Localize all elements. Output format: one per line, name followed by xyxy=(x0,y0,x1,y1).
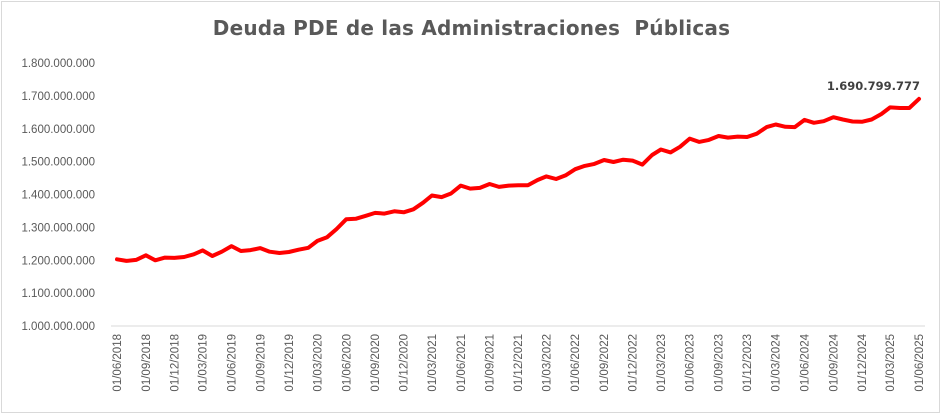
x-tick-label: 01/12/2019 xyxy=(284,334,296,392)
x-tick-label: 01/03/2024 xyxy=(771,333,783,391)
x-tick-label: 01/06/2022 xyxy=(570,334,582,392)
y-tick-label: 1.800.000.000 xyxy=(21,58,95,70)
x-tick-label: 01/06/2019 xyxy=(226,334,238,392)
x-tick-label: 01/12/2024 xyxy=(857,333,869,391)
y-tick-label: 1.500.000.000 xyxy=(21,157,95,169)
x-tick-label: 01/12/2022 xyxy=(628,334,640,392)
series-line xyxy=(115,96,921,263)
x-tick-label: 01/12/2023 xyxy=(742,334,754,392)
x-tick-label: 01/03/2025 xyxy=(885,334,897,392)
x-tick-label: 01/12/2018 xyxy=(169,334,181,392)
x-tick-label: 01/06/2021 xyxy=(456,334,468,392)
y-tick-label: 1.200.000.000 xyxy=(21,255,95,267)
x-tick-label: 01/12/2021 xyxy=(513,334,525,392)
chart-title: Deuda PDE de las Administraciones Públic… xyxy=(212,16,731,40)
x-tick-label: 01/12/2020 xyxy=(399,334,411,392)
x-tick-label: 01/06/2020 xyxy=(341,334,353,392)
y-tick-label: 1.700.000.000 xyxy=(21,91,95,103)
x-tick-label: 01/06/2024 xyxy=(800,333,812,391)
x-tick-label: 01/09/2019 xyxy=(255,334,267,392)
x-tick-label: 01/09/2022 xyxy=(599,334,611,392)
x-tick-label: 01/09/2024 xyxy=(828,333,840,391)
x-tick-label: 01/03/2020 xyxy=(312,334,324,392)
data-label: 1.690.799.777 xyxy=(827,79,920,93)
x-tick-label: 01/06/2018 xyxy=(112,334,124,392)
y-tick-label: 1.600.000.000 xyxy=(21,124,95,136)
x-tick-label: 01/03/2023 xyxy=(656,334,668,392)
x-tick-label: 01/06/2023 xyxy=(685,334,697,392)
x-tick-label: 01/03/2019 xyxy=(198,334,210,392)
x-tick-label: 01/09/2020 xyxy=(370,334,382,392)
y-tick-label: 1.000.000.000 xyxy=(21,321,95,333)
y-tick-label: 1.400.000.000 xyxy=(21,190,95,202)
x-tick-label: 01/09/2021 xyxy=(485,334,497,392)
x-tick-label: 01/09/2023 xyxy=(714,334,726,392)
y-tick-label: 1.300.000.000 xyxy=(21,222,95,234)
x-tick-label: 01/09/2018 xyxy=(141,334,153,392)
x-tick-label: 01/03/2021 xyxy=(427,334,439,392)
y-tick-label: 1.100.000.000 xyxy=(21,288,95,300)
x-tick-label: 01/06/2025 xyxy=(914,334,926,392)
x-tick-label: 01/03/2022 xyxy=(541,334,553,392)
